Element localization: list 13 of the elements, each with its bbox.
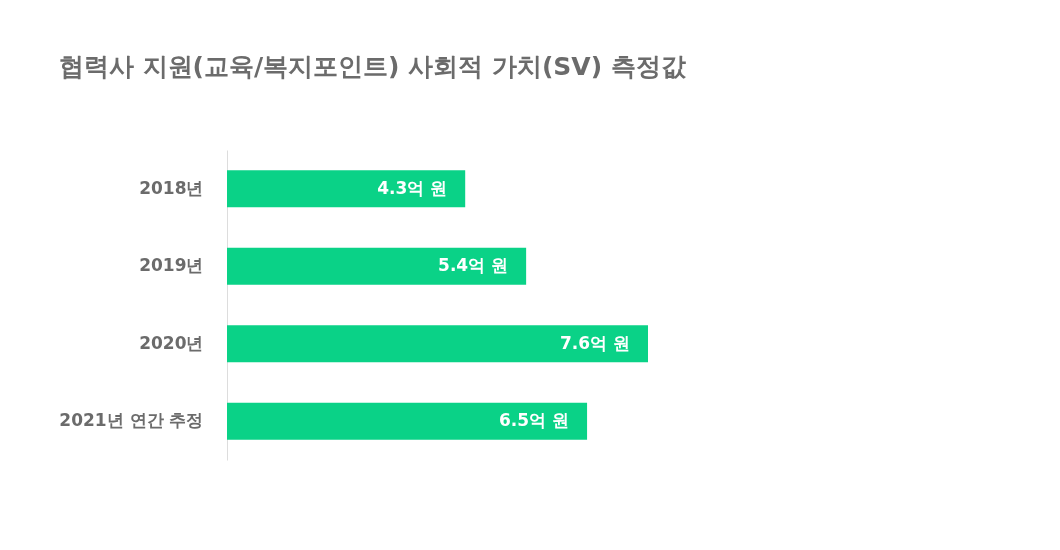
y-tick-label: 2020년 — [139, 332, 204, 353]
bar — [227, 170, 466, 208]
chart-title: 협력사 지원(교육/복지포인트) 사회적 가치(SV) 측정값 — [58, 52, 686, 81]
bar — [227, 247, 527, 285]
data-label: 4.3억 원 — [377, 177, 448, 198]
data-label: 7.6억 원 — [559, 332, 630, 353]
bar — [227, 402, 588, 440]
y-tick-label: 2018년 — [139, 177, 204, 198]
data-label: 6.5억 원 — [499, 410, 570, 431]
y-tick-label: 2021년 연간 추정 — [59, 410, 204, 431]
data-label: 5.4억 원 — [438, 255, 509, 276]
bar — [227, 325, 648, 363]
y-tick-label: 2019년 — [139, 255, 204, 276]
